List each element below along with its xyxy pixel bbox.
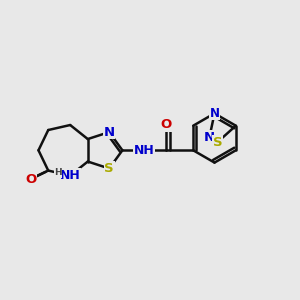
Text: O: O [160,118,172,131]
Text: N: N [103,126,115,139]
Text: S: S [104,162,114,175]
Text: H: H [54,168,62,177]
Text: S: S [213,136,222,149]
Text: N: N [204,131,215,144]
Text: NH: NH [60,169,81,182]
Text: NH: NH [134,144,155,157]
Text: O: O [25,172,36,185]
Text: N: N [209,107,220,120]
